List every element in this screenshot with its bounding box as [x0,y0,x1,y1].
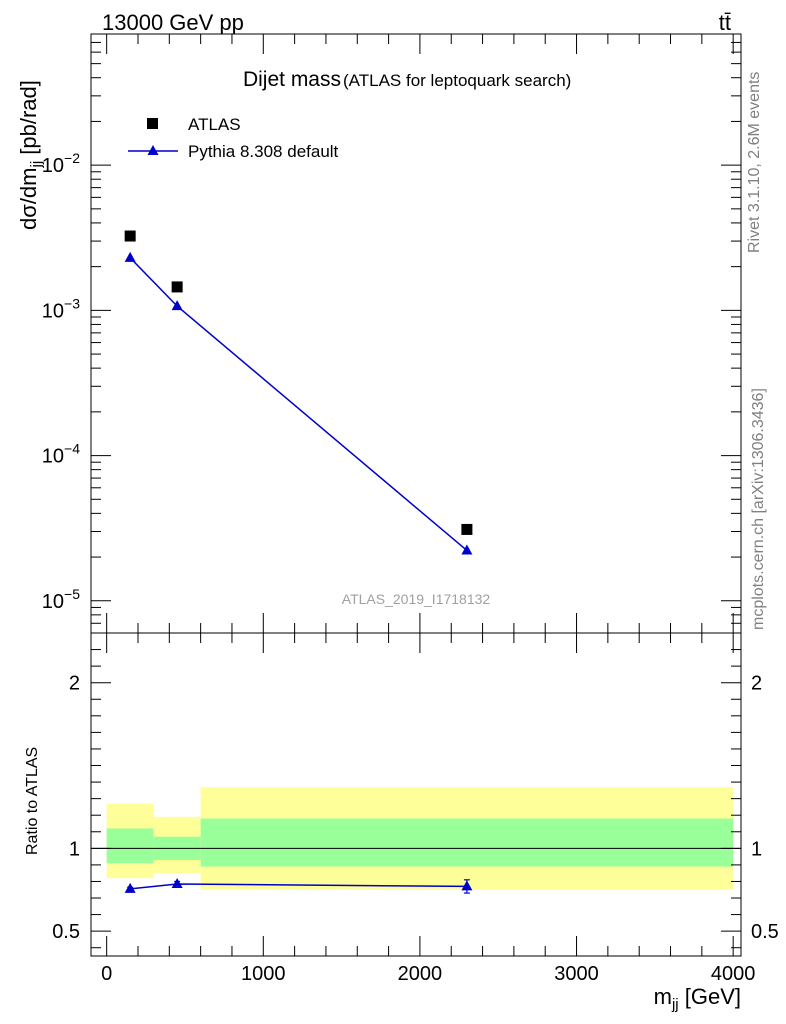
rivet-label: Rivet 3.1.10, 2.6M events [746,72,763,253]
main-y-tick-label: 10−2 [42,150,80,177]
x-axis-label-main: m [654,984,672,1009]
x-axis-label-unit: [GeV] [679,984,741,1009]
pythia-series-line [129,257,468,552]
main-y-axis-label-sub: jj [28,161,45,169]
ratio-band-inner [200,818,734,867]
x-axis-label: mjj [GeV] [654,984,741,1013]
x-tick-label: 4000 [711,963,756,985]
main-y-tick-label: 10−5 [42,586,80,613]
plot-subtitle: (ATLAS for leptoquark search) [343,71,571,90]
legend-atlas-label: ATLAS [188,115,241,134]
ratio-point [124,882,136,893]
legend-pythia-marker [147,145,159,155]
atlas-point [124,230,136,242]
legend-pythia-label: Pythia 8.308 default [188,142,339,161]
x-tick-label: 3000 [554,963,599,985]
main-y-tick-label: 10−4 [42,441,80,468]
x-axis-label-sub: jj [671,996,679,1013]
ratio-y-axis-label: Ratio to ATLAS [24,747,41,855]
pythia-point [124,251,136,262]
ratio-point [171,877,183,888]
mcplots-label: mcplots.cern.ch [arXiv:1306.3436] [750,388,767,630]
x-tick-label: 0 [101,963,112,985]
x-tick-label: 1000 [241,963,286,985]
main-y-tick-label: 10−3 [42,295,80,322]
process-label: tt̄ [719,10,731,35]
ratio-y-tick-label-right: 0.5 [751,921,779,943]
pythia-point [461,544,473,555]
ratio-y-tick-label-right: 2 [751,673,762,695]
ratio-band-inner [106,828,154,864]
atlas-point [461,523,473,535]
ratio-y-tick-label-right: 1 [751,838,762,860]
legend-atlas-marker [147,118,158,129]
ratio-plot-panel: 0.5 0.5 1 1 2 2 0 1000 2000 3000 4000 Ratio to AT… [24,632,779,1013]
energy-label: 13000 GeV pp [102,10,244,35]
main-y-axis-label: dσ/dmjj [pb/rad] [16,80,45,230]
main-y-axis-label-unit: [pb/rad] [16,80,41,161]
legend: ATLAS Pythia 8.308 default [128,115,339,161]
ratio-y-tick-label-left: 2 [69,673,80,695]
analysis-label: ATLAS_2019_I1718132 [342,591,491,607]
pythia-point [171,300,183,311]
ratio-point [461,880,473,891]
x-tick-label: 2000 [398,963,443,985]
ratio-plot-frame [90,632,742,957]
ratio-y-tick-label-left: 0.5 [52,921,80,943]
atlas-point [171,281,183,293]
main-y-axis-label-main: dσ/dm [16,168,41,231]
main-plot-panel: 10−2 10−3 10−4 10−5 Dijet mass (ATLAS for l… [16,33,742,634]
plot-title: Dijet mass [243,68,341,91]
ratio-y-tick-label-left: 1 [69,838,80,860]
